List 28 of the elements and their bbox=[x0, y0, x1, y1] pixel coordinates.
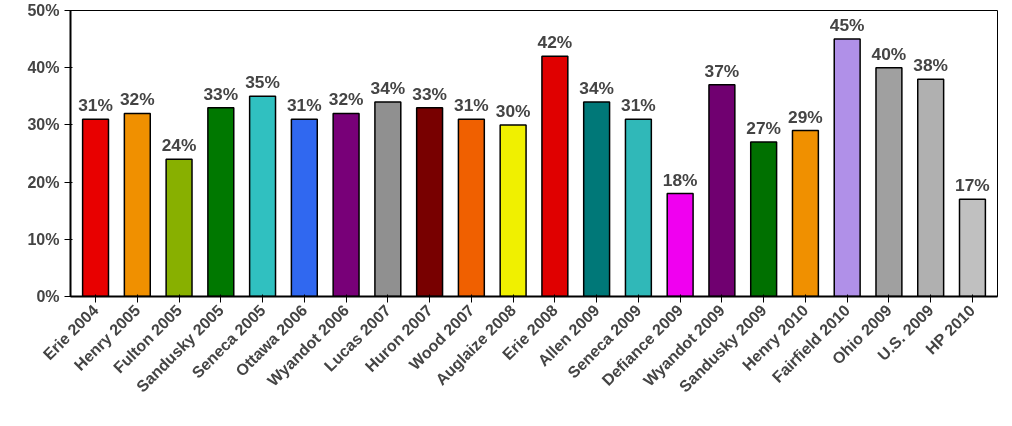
y-tick-label: 10% bbox=[27, 230, 60, 248]
data-label: 29% bbox=[788, 106, 823, 127]
data-label: 32% bbox=[328, 89, 364, 110]
data-label: 37% bbox=[704, 60, 740, 81]
data-label: 30% bbox=[495, 100, 531, 121]
data-label: 24% bbox=[161, 135, 197, 156]
data-label: 17% bbox=[955, 175, 990, 196]
data-label: 35% bbox=[245, 72, 280, 93]
data-label: 31% bbox=[287, 95, 322, 116]
y-tick-label: 50% bbox=[27, 2, 60, 19]
y-tick-label: 0% bbox=[36, 288, 60, 305]
data-label: 31% bbox=[78, 95, 113, 116]
data-label: 45% bbox=[829, 15, 865, 36]
data-label: 33% bbox=[203, 83, 239, 104]
y-tick-label: 20% bbox=[27, 173, 60, 191]
data-label: 31% bbox=[621, 95, 656, 116]
data-label: 34% bbox=[370, 78, 406, 99]
data-label: 40% bbox=[871, 43, 907, 64]
data-label: 42% bbox=[537, 32, 573, 53]
data-label: 18% bbox=[662, 169, 698, 190]
data-label: 27% bbox=[746, 118, 782, 139]
y-tick-label: 40% bbox=[27, 59, 60, 77]
y-tick-label: 30% bbox=[27, 116, 60, 134]
data-label: 38% bbox=[913, 55, 949, 76]
data-label: 32% bbox=[119, 89, 155, 110]
data-label: 31% bbox=[454, 95, 489, 116]
data-label: 33% bbox=[412, 83, 447, 104]
data-label: 34% bbox=[579, 78, 614, 99]
